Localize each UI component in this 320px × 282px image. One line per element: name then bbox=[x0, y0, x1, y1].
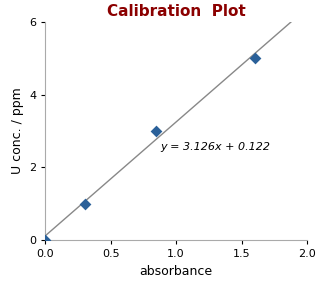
Point bbox=[43, 238, 48, 243]
Point bbox=[252, 56, 257, 60]
Point bbox=[82, 202, 87, 206]
Title: Calibration  Plot: Calibration Plot bbox=[107, 4, 245, 19]
Point bbox=[154, 129, 159, 133]
Text: y = 3.126x + 0.122: y = 3.126x + 0.122 bbox=[160, 142, 270, 152]
Y-axis label: U conc. / ppm: U conc. / ppm bbox=[11, 88, 24, 174]
X-axis label: absorbance: absorbance bbox=[140, 265, 213, 278]
